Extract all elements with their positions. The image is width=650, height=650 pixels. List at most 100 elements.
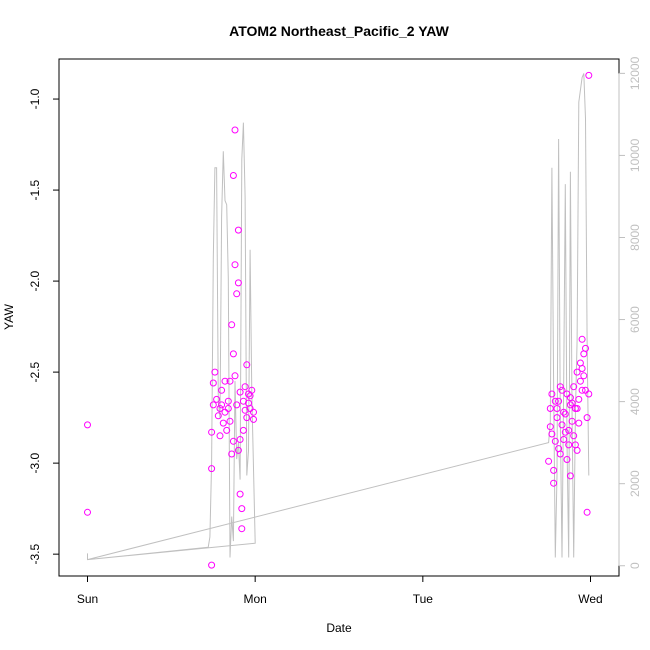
data-point: [208, 561, 216, 569]
data-point: [563, 456, 571, 463]
data-point: [545, 457, 553, 465]
data-point: [231, 261, 239, 269]
data-point: [238, 525, 246, 533]
data-point: [231, 126, 239, 134]
data-point: [214, 412, 222, 420]
data-point: [216, 405, 224, 412]
data-point: [561, 410, 569, 418]
y-axis-right: 0 2000 4000 6000 8000 10000 12000: [618, 56, 642, 569]
data-point: [236, 388, 244, 396]
data-point: [548, 390, 556, 398]
x-tick-label: Mon: [243, 592, 266, 606]
data-point: [234, 279, 242, 287]
data-point: [241, 406, 249, 414]
y2-tick-label: 8000: [628, 224, 642, 251]
data-point: [555, 445, 563, 453]
y-tick-label: -2.5: [28, 361, 42, 382]
data-point: [582, 344, 589, 352]
data-point: [243, 361, 251, 369]
data-point: [219, 419, 227, 427]
data-point: [226, 417, 234, 425]
data-point: [250, 415, 257, 423]
x-axis-label: Date: [326, 621, 352, 635]
data-point: [209, 401, 217, 409]
data-point: [218, 386, 226, 394]
data-point: [208, 428, 216, 436]
data-point: [238, 505, 246, 513]
data-point: [208, 465, 216, 473]
data-point: [234, 226, 242, 234]
data-point: [571, 441, 579, 449]
data-point: [228, 321, 236, 329]
y-tick-label: -3.0: [28, 452, 42, 473]
data-point: [224, 397, 232, 405]
data-point: [573, 405, 581, 412]
data-point: [236, 436, 244, 443]
data-point: [218, 401, 226, 409]
data-point: [84, 421, 91, 429]
data-point: [576, 377, 584, 385]
data-point: [558, 386, 566, 394]
chart-title: ATOM2 Northeast_Pacific_2 YAW: [229, 23, 449, 39]
x-tick-label: Tue: [413, 592, 434, 606]
plot-frame: [58, 58, 620, 577]
data-point: [578, 386, 586, 394]
data-point: [583, 414, 591, 422]
data-point: [233, 401, 241, 409]
data-point: [250, 408, 257, 416]
data-point: [568, 417, 576, 425]
y-axis-left: -1.0 -1.5 -2.0 -2.5 -3.0 -3.5: [28, 88, 60, 565]
data-point: [575, 419, 583, 427]
data-point: [246, 392, 254, 400]
y-tick-label: -2.0: [28, 270, 42, 291]
data-point: [565, 441, 573, 449]
data-point: [560, 408, 568, 416]
data-point: [566, 394, 574, 402]
x-tick-label: Sun: [77, 592, 98, 606]
data-point: [84, 508, 91, 516]
data-point: [578, 335, 586, 343]
y2-tick-label: 2000: [628, 470, 642, 497]
data-point: [229, 350, 237, 358]
data-point: [575, 395, 583, 403]
data-point: [228, 450, 236, 458]
data-point: [573, 368, 581, 376]
y2-tick-label: 10000: [628, 138, 642, 172]
y2-tick-label: 0: [628, 562, 642, 569]
y2-tick-label: 6000: [628, 306, 642, 333]
data-point: [578, 365, 586, 372]
data-point: [548, 430, 556, 438]
data-point: [550, 479, 558, 487]
data-point: [546, 405, 554, 412]
data-point: [213, 395, 221, 403]
y2-tick-label: 4000: [628, 388, 642, 415]
data-point: [239, 426, 247, 434]
data-point: [558, 421, 566, 429]
data-point: [236, 490, 244, 498]
data-point: [566, 472, 574, 480]
data-point: [570, 383, 578, 391]
data-point: [553, 405, 561, 412]
data-point: [556, 383, 564, 391]
data-point: [551, 437, 559, 445]
data-point: [565, 426, 573, 434]
data-point: [585, 71, 593, 79]
data-point: [566, 401, 574, 409]
y-tick-label: -1.0: [28, 88, 42, 109]
series-line-path: [87, 73, 590, 561]
data-point: [550, 466, 558, 474]
data-point: [560, 436, 568, 443]
data-point: [216, 432, 224, 440]
data-point: [585, 390, 593, 398]
data-point: [226, 377, 234, 385]
data-point: [221, 408, 229, 416]
data-point: [231, 372, 239, 380]
data-point: [233, 290, 241, 298]
data-point: [583, 508, 591, 516]
data-point: [243, 414, 251, 422]
data-point: [221, 377, 229, 385]
data-point: [561, 428, 569, 436]
y2-tick-label: 12000: [628, 56, 642, 90]
data-point: [234, 446, 242, 454]
